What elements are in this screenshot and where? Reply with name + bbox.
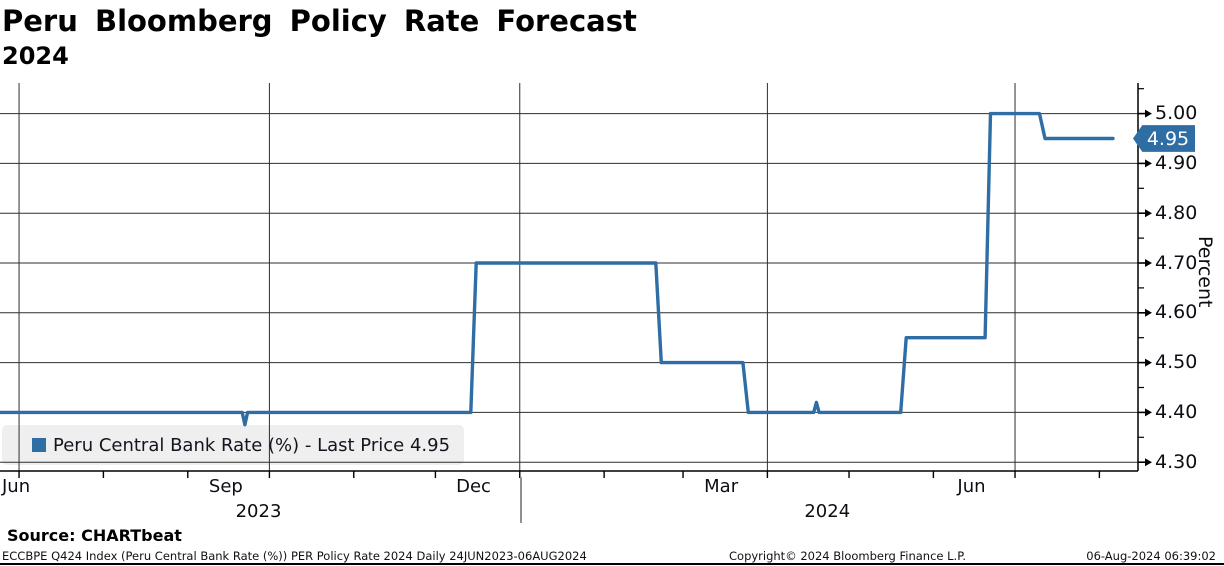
y-axis-tick-arrow [1145,458,1152,467]
y-axis-tick-label: 4.40 [1155,400,1198,423]
source-credit: Source: CHARTbeat [7,526,182,545]
x-axis-year-label: 2024 [804,501,851,522]
x-axis-year-label: 2023 [235,501,282,522]
axis-ticks [18,88,1152,478]
y-axis-tick-arrow [1145,408,1152,417]
y-axis-tick-label: 4.30 [1155,450,1198,473]
rate-line-series [0,111,1115,427]
y-axis-tick-arrow [1145,308,1152,317]
x-axis-month-label: Jun [957,476,986,497]
y-axis-tick-arrow [1145,209,1152,218]
y-axis-tick-label: 4.80 [1155,201,1198,224]
copyright-notice: Copyright© 2024 Bloomberg Finance L.P. [729,549,966,563]
axis-frame [0,83,1139,472]
x-axis-month-label: Sep [208,476,243,497]
legend-label: Peru Central Bank Rate (%) - Last Price … [53,434,451,456]
y-axis-tick-arrow [1145,109,1152,118]
last-price-badge: 4.95 [1133,125,1195,152]
legend-marker-square [32,438,46,452]
y-axis-tick-label: 4.60 [1155,301,1198,324]
y-axis-tick-arrow [1145,358,1152,367]
y-axis-tick-label: 5.00 [1155,102,1198,125]
y-axis-tick-label: 4.90 [1155,151,1198,174]
render-timestamp: 06-Aug-2024 06:39:02 [1086,549,1216,563]
gridlines [0,83,1138,471]
x-axis-month-label: Dec [456,476,491,497]
y-axis-tick-arrow [1145,159,1152,168]
y-axis-tick-label: 4.70 [1155,251,1198,274]
chart-subtitle: 2024 [2,42,69,70]
index-description: ECCBPE Q424 Index (Peru Central Bank Rat… [2,549,587,563]
page-title: Peru Bloomberg Policy Rate Forecast [2,4,637,38]
legend: Peru Central Bank Rate (%) - Last Price … [2,425,464,465]
last-price-badge-value: 4.95 [1146,127,1190,150]
policy-rate-line [0,111,1115,427]
x-axis-month-label: Jun [2,476,31,497]
y-axis-tick-arrow [1145,259,1152,267]
legend-box [2,425,464,465]
y-axis-title: Percent [1194,236,1216,308]
year-separator-line [520,477,522,523]
bottom-divider [0,563,1224,565]
y-axis-tick-label: 4.50 [1155,351,1198,374]
x-axis-month-label: Mar [704,476,739,497]
